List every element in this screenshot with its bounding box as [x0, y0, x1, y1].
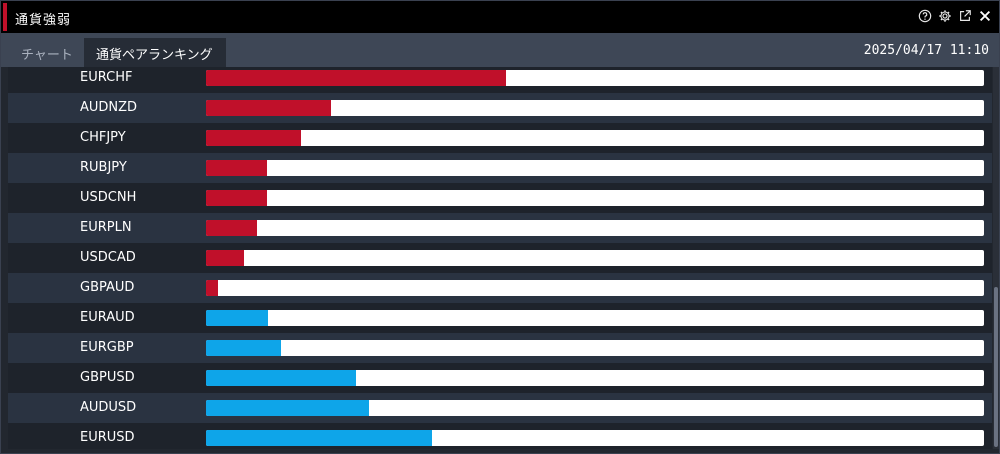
strength-bar-track	[206, 70, 984, 86]
strength-bar-track	[206, 370, 984, 386]
strength-bar-fill	[206, 400, 369, 416]
strength-bar-fill	[206, 340, 282, 356]
pair-label: GBPUSD	[80, 370, 135, 385]
strength-bar-track	[206, 100, 984, 116]
strength-bar-fill	[206, 160, 268, 176]
table-row[interactable]: AUDNZD	[8, 93, 992, 123]
strength-bar-track	[206, 190, 984, 206]
timestamp: 2025/04/17 11:10	[863, 43, 989, 58]
strength-bar-track	[206, 250, 984, 266]
window-title: 通貨強弱	[15, 13, 72, 28]
pair-label: EURPLN	[80, 220, 132, 235]
strength-bar-fill	[206, 310, 269, 326]
title-accent-stripe	[3, 3, 7, 31]
strength-bar-fill	[206, 190, 267, 206]
strength-bar-track	[206, 340, 984, 356]
table-row[interactable]: USDCNH	[8, 183, 992, 213]
strength-bar-track	[206, 280, 984, 296]
strength-bar-fill	[206, 370, 357, 386]
table-row[interactable]: RUBJPY	[8, 153, 992, 183]
table-row[interactable]: EURAUD	[8, 303, 992, 333]
tab-bar: チャート 通貨ペアランキング 2025/04/17 11:10	[1, 33, 999, 67]
pair-label: EURCHF	[80, 70, 133, 85]
strength-bar-track	[206, 430, 984, 446]
scrollbar[interactable]	[993, 67, 999, 449]
strength-bar-track	[206, 160, 984, 176]
strength-bar-track	[206, 310, 984, 326]
gear-icon[interactable]	[937, 8, 953, 24]
table-row[interactable]: EURUSD	[8, 423, 992, 449]
pair-label: CHFJPY	[80, 130, 126, 145]
title-icons	[917, 8, 993, 24]
strength-bar-fill	[206, 100, 332, 116]
popout-icon[interactable]	[957, 8, 973, 24]
help-icon[interactable]	[917, 8, 933, 24]
pair-label: EURAUD	[80, 310, 135, 325]
tab-pair-ranking[interactable]: 通貨ペアランキング	[84, 38, 226, 67]
close-icon[interactable]	[977, 8, 993, 24]
pair-label: AUDUSD	[80, 400, 137, 415]
pair-label: EURGBP	[80, 340, 134, 355]
strength-bar-track	[206, 130, 984, 146]
pair-label: GBPAUD	[80, 280, 135, 295]
strength-bar-fill	[206, 250, 245, 266]
table-row[interactable]: GBPUSD	[8, 363, 992, 393]
pair-label: USDCNH	[80, 190, 137, 205]
title-bar: 通貨強弱	[1, 1, 999, 33]
strength-bar-fill	[206, 220, 258, 236]
table-row[interactable]: EURPLN	[8, 213, 992, 243]
pair-label: AUDNZD	[80, 100, 138, 115]
pair-label: USDCAD	[80, 250, 136, 265]
strength-bar-track	[206, 220, 984, 236]
table-row[interactable]: EURGBP	[8, 333, 992, 363]
table-row[interactable]: CHFJPY	[8, 123, 992, 153]
pair-ranking-list: EURCHF AUDNZD CHFJPY RUBJPY USDCNH EURPLN USDC…	[8, 67, 992, 449]
strength-bar-fill	[206, 430, 432, 446]
table-row[interactable]: EURCHF	[8, 67, 992, 93]
pair-label: EURUSD	[80, 430, 135, 445]
scroll-thumb[interactable]	[994, 287, 998, 447]
strength-bar-fill	[206, 130, 301, 146]
table-row[interactable]: AUDUSD	[8, 393, 992, 423]
strength-bar-fill	[206, 280, 219, 296]
table-row[interactable]: GBPAUD	[8, 273, 992, 303]
tab-chart[interactable]: チャート	[21, 48, 73, 63]
strength-bar-fill	[206, 70, 506, 86]
pair-label: RUBJPY	[80, 160, 127, 175]
strength-bar-track	[206, 400, 984, 416]
table-row[interactable]: USDCAD	[8, 243, 992, 273]
